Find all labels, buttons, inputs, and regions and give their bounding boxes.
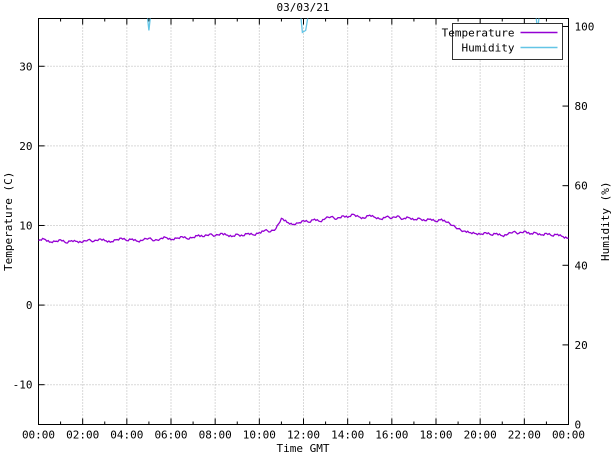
legend-box <box>452 23 563 60</box>
x-tick-label: 08:00 <box>199 429 232 442</box>
axis-ticks <box>38 18 569 425</box>
y-left-tick-label: 20 <box>19 140 32 153</box>
series-temperature-line <box>38 213 569 244</box>
grid <box>38 18 569 425</box>
legend-label-temperature: Temperature <box>442 27 515 40</box>
y-right-tick-label: 0 <box>575 419 582 432</box>
x-tick-label: 06:00 <box>154 429 187 442</box>
x-tick-label: 02:00 <box>66 429 99 442</box>
tick-labels: 00:00 02:00 04:00 06:00 08:00 10:00 12:00 14:00… <box>13 20 595 441</box>
y-left-tick-label: 30 <box>19 60 32 73</box>
legend: Temperature Humidity <box>442 23 563 60</box>
y-right-tick-label: 80 <box>575 100 588 113</box>
x-tick-label: 16:00 <box>375 429 408 442</box>
chart-title: 03/03/21 <box>276 1 330 14</box>
x-tick-label: 00:00 <box>552 429 585 442</box>
legend-label-humidity: Humidity <box>462 42 515 55</box>
y-left-tick-label: 10 <box>19 219 32 232</box>
x-tick-label: 12:00 <box>287 429 320 442</box>
x-tick-label: 04:00 <box>110 429 143 442</box>
y-left-tick-label: 0 <box>26 299 33 312</box>
x-tick-label: 18:00 <box>419 429 452 442</box>
x-tick-label: 00:00 <box>22 429 55 442</box>
x-axis-label: Time GMT <box>276 442 330 455</box>
x-tick-label: 20:00 <box>464 429 497 442</box>
x-tick-label: 10:00 <box>243 429 276 442</box>
y-right-tick-label: 60 <box>575 180 588 193</box>
y-left-tick-label: -10 <box>13 379 33 392</box>
y-right-tick-label: 100 <box>575 20 595 33</box>
y-right-tick-label: 40 <box>575 259 588 272</box>
y-right-tick-label: 20 <box>575 339 588 352</box>
x-tick-label: 14:00 <box>331 429 364 442</box>
x-tick-label: 22:00 <box>508 429 541 442</box>
